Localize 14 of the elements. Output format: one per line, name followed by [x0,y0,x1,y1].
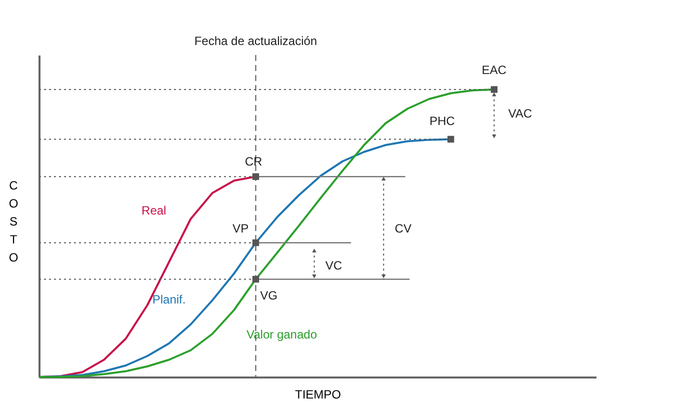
series-label: Planif. [152,292,186,306]
series-label: Valor ganado [246,328,318,342]
annotation: PHC [429,114,456,128]
annotation: CV [394,221,412,236]
annotation: VG [260,288,278,303]
annotation: CR [244,154,263,168]
text: Fecha de actualización [194,34,318,48]
annotation: VAC [508,106,532,120]
series-label: Real [142,203,166,218]
text: EAC [482,63,507,78]
annotation: VC [325,258,342,273]
y-axis-title: COSTO [8,178,18,264]
annotation: VP [232,221,249,236]
x-axis-title: TIEMPO [294,388,342,402]
